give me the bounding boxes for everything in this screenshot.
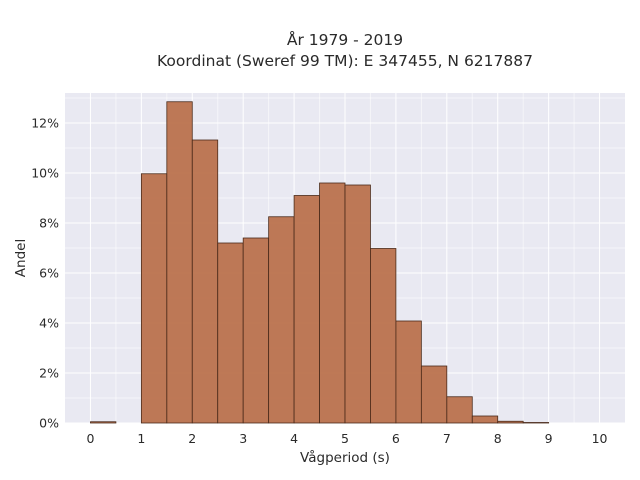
x-tick-label: 2 <box>188 431 196 446</box>
y-tick-label: 6% <box>39 266 59 281</box>
chart-title-line1: År 1979 - 2019 <box>287 30 403 49</box>
y-tick-label: 12% <box>31 116 59 131</box>
x-tick-label: 3 <box>239 431 247 446</box>
x-tick-label: 6 <box>392 431 400 446</box>
x-tick-label: 10 <box>592 431 608 446</box>
histogram-bar <box>217 242 244 424</box>
histogram-bar <box>90 421 117 424</box>
bars <box>90 101 550 424</box>
x-tick-label: 4 <box>290 431 298 446</box>
y-tick-label: 2% <box>39 366 59 381</box>
y-tick-label: 4% <box>39 316 59 331</box>
chart-title-line2: Koordinat (Sweref 99 TM): E 347455, N 62… <box>157 52 533 70</box>
x-tick-label: 8 <box>494 431 502 446</box>
histogram-bar <box>191 139 219 424</box>
x-tick-labels: 0 1 2 3 4 5 6 7 8 9 10 <box>86 431 607 446</box>
histogram-bar <box>242 237 270 424</box>
histogram-bar <box>344 184 371 424</box>
histogram-bar <box>319 182 346 424</box>
histogram-bar <box>395 320 422 424</box>
y-tick-label: 10% <box>31 166 59 181</box>
y-tick-label: 0% <box>39 416 59 431</box>
x-tick-label: 9 <box>545 431 553 446</box>
x-tick-label: 1 <box>137 431 145 446</box>
y-tick-labels: 0% 2% 4% 6% 8% 10% 12% <box>31 116 59 431</box>
y-axis-label: Andel <box>13 239 29 277</box>
histogram-bar <box>293 195 320 424</box>
histogram-bar <box>370 248 397 424</box>
histogram-bar <box>522 422 550 424</box>
x-tick-label: 7 <box>443 431 451 446</box>
y-tick-label: 8% <box>39 216 59 231</box>
histogram-bar <box>140 173 168 424</box>
histogram-bar <box>446 396 473 424</box>
histogram-bar <box>497 420 524 424</box>
histogram-bar <box>471 415 499 424</box>
histogram-bar <box>166 101 193 424</box>
x-tick-label: 5 <box>341 431 349 446</box>
histogram-bar <box>268 216 295 424</box>
x-axis-label: Vågperiod (s) <box>300 449 390 466</box>
histogram-bar <box>420 365 448 424</box>
x-tick-label: 0 <box>86 431 94 446</box>
